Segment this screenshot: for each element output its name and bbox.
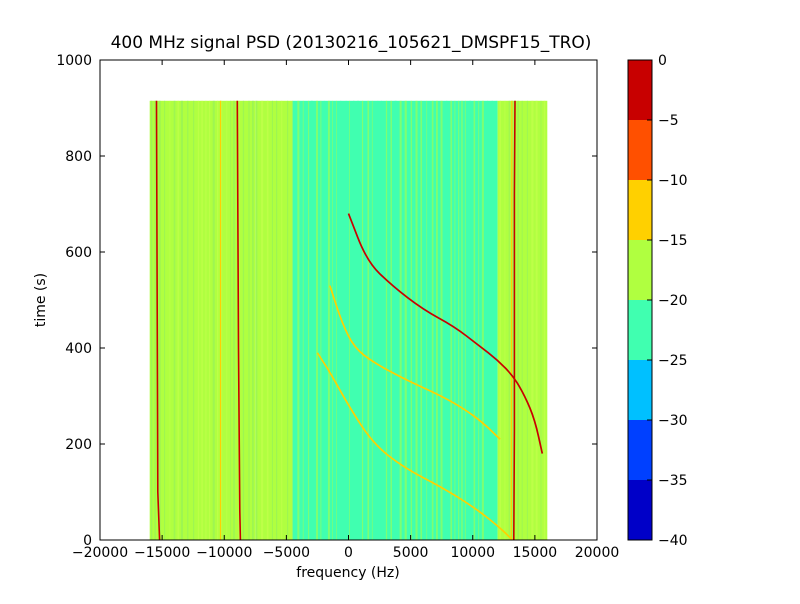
colorbar-segment xyxy=(628,120,652,180)
y-tick-label: 1000 xyxy=(56,53,92,69)
colorbar-tick-label: 0 xyxy=(658,53,667,69)
colorbar-tick-label: −35 xyxy=(658,473,688,489)
x-tick-label: 0 xyxy=(344,545,353,561)
x-tick-label: 15000 xyxy=(513,545,558,561)
x-tick-label: 20000 xyxy=(575,545,620,561)
y-tick-label: 200 xyxy=(65,437,92,453)
y-tick-label: 800 xyxy=(65,149,92,165)
colorbar-segment xyxy=(628,480,652,540)
colorbar-segment xyxy=(628,300,652,360)
doppler-trace-1 xyxy=(329,285,501,440)
plot-area xyxy=(149,100,548,541)
colorbar-segment xyxy=(628,60,652,120)
doppler-trace-0 xyxy=(347,213,544,454)
x-tick-label: −20000 xyxy=(72,545,128,561)
y-tick-label: 600 xyxy=(65,245,92,261)
colorbar-tick-label: −20 xyxy=(658,293,688,309)
colorbar-tick-label: −5 xyxy=(658,113,679,129)
colorbar-tick-label: −40 xyxy=(658,533,688,549)
chart-title: 400 MHz signal PSD (20130216_105621_DMSP… xyxy=(111,33,592,53)
colorbar-segment xyxy=(628,240,652,300)
x-tick-label: −15000 xyxy=(134,545,190,561)
spectral-texture xyxy=(150,100,546,540)
y-axis: 0 200 400 600 800 1000 xyxy=(56,53,597,549)
x-axis: −20000 −15000 −10000 −5000 0 5000 10000 15000 20… xyxy=(72,60,619,561)
colorbar-tick-label: −30 xyxy=(658,413,688,429)
x-tick-label: −5000 xyxy=(263,545,310,561)
colorbar-segment xyxy=(628,180,652,240)
colorbar-tick-label: −10 xyxy=(658,173,688,189)
colorbar-segment xyxy=(628,420,652,480)
y-axis-label: time (s) xyxy=(33,273,49,327)
colorbar-segment xyxy=(628,360,652,420)
colorbar: −40 −35 −30 −25 −20 −15 −10 −5 0 xyxy=(627,53,688,549)
x-tick-label: 5000 xyxy=(393,545,429,561)
carrier-line-1 xyxy=(236,100,242,541)
carrier-line-0 xyxy=(155,100,161,541)
colorbar-tick-label: −15 xyxy=(658,233,688,249)
doppler-trace-2 xyxy=(316,352,514,541)
x-tick-label: 10000 xyxy=(450,545,495,561)
colorbar-tick-label: −25 xyxy=(658,353,688,369)
carrier-line-3 xyxy=(512,100,516,541)
carrier-line-4 xyxy=(510,100,513,541)
x-tick-label: −10000 xyxy=(196,545,252,561)
y-tick-label: 0 xyxy=(83,533,92,549)
y-tick-label: 400 xyxy=(65,341,92,357)
x-axis-label: frequency (Hz) xyxy=(296,565,399,581)
